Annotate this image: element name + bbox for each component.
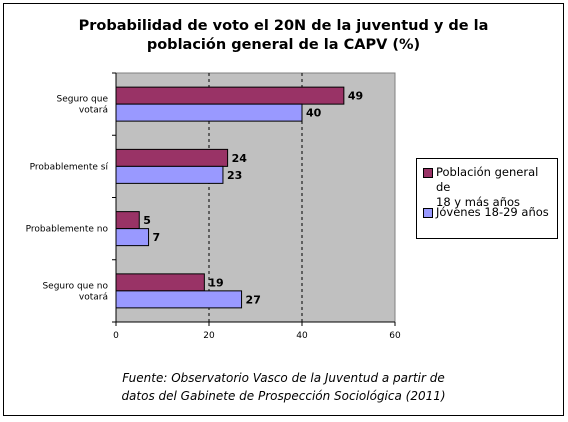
chart-source-note: Fuente: Observatorio Vasco de la Juventu…: [4, 369, 563, 405]
data-label-poblacion-0: 49: [348, 90, 363, 103]
x-tick-label-60: 60: [389, 331, 401, 341]
chart-legend: Población general de 18 y más años Jóven…: [416, 158, 558, 239]
category-label-0-line-2: votará: [79, 106, 108, 116]
legend-label-jovenes: Jóvenes 18-29 años: [436, 205, 549, 219]
bar-jovenes-2: [115, 228, 150, 247]
chart-title-line-2: población general de la CAPV (%): [146, 37, 421, 53]
legend-label-poblacion-line-1: Población general de: [436, 165, 539, 194]
data-label-jovenes-1: 23: [227, 169, 242, 182]
data-label-poblacion-2: 5: [143, 214, 151, 227]
chart-frame: Probabilidad de voto el 20N de la juvent…: [3, 3, 564, 416]
category-label-3-line-1: Seguro que no: [42, 281, 108, 291]
category-label-1-line-1: Probablemente sí: [30, 162, 109, 172]
data-label-jovenes-2: 7: [153, 231, 161, 244]
bar-poblacion-0: [115, 86, 345, 105]
legend-entry-jovenes: Jóvenes 18-29 años: [423, 205, 553, 220]
data-label-poblacion-1: 24: [232, 152, 248, 165]
category-label-2-line-1: Probablemente no: [26, 225, 109, 235]
source-line-2: datos del Gabinete de Prospección Sociol…: [121, 389, 446, 403]
data-label-jovenes-3: 27: [246, 293, 261, 306]
source-line-1: Fuente: Observatorio Vasco de la Juventu…: [122, 371, 445, 385]
bar-poblacion-2: [115, 211, 140, 230]
x-tick-label-40: 40: [296, 331, 308, 341]
category-label-0-line-1: Seguro que: [57, 95, 109, 105]
category-label-3-line-2: votará: [79, 292, 108, 302]
bar-jovenes-1: [115, 165, 224, 184]
chart-title-line-1: Probabilidad de voto el 20N de la juvent…: [78, 18, 489, 34]
legend-swatch-jovenes: [423, 208, 433, 218]
chart-title: Probabilidad de voto el 20N de la juvent…: [4, 17, 563, 55]
bar-jovenes-3: [115, 290, 243, 309]
legend-swatch-poblacion: [423, 168, 433, 178]
bar-jovenes-0: [115, 103, 303, 122]
x-tick-label-0: 0: [113, 331, 119, 341]
data-label-jovenes-0: 40: [306, 107, 322, 120]
bar-poblacion-3: [115, 273, 205, 292]
legend-label-poblacion-line-2: 18 y más años: [436, 195, 521, 209]
bar-poblacion-1: [115, 148, 229, 167]
legend-entry-poblacion: Población general de 18 y más años: [423, 165, 553, 210]
data-label-poblacion-3: 19: [208, 276, 223, 289]
x-tick-label-20: 20: [203, 331, 215, 341]
